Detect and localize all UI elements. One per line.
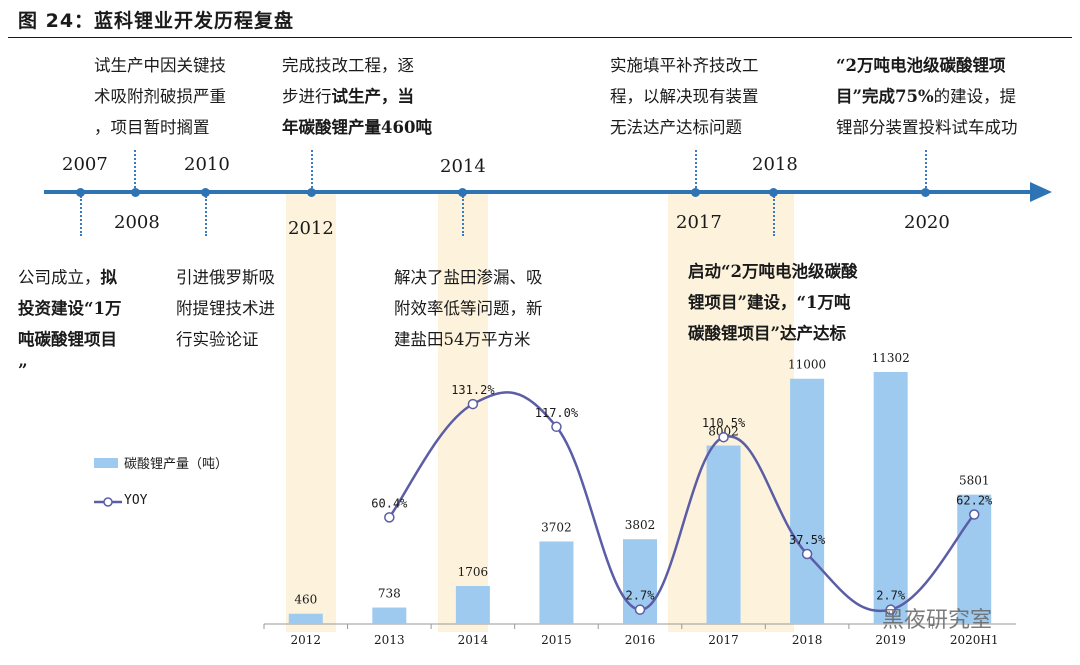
yoy-label-2019: 2.7% (876, 589, 906, 603)
bar-label-2016: 3802 (625, 518, 656, 532)
bar-label-2018: 11000 (788, 358, 826, 372)
category-label-2017: 2017 (708, 633, 739, 647)
tick-2008-up (134, 150, 136, 188)
title-rule (8, 37, 1072, 38)
timeline-dot-2017 (691, 188, 700, 197)
tick-2017-up (695, 150, 697, 188)
year-2018: 2018 (752, 154, 798, 175)
yoy-point-2017 (718, 431, 729, 443)
legend-bar-swatch (94, 458, 118, 468)
tick-2020-up (925, 150, 927, 188)
tick-2014-down (462, 196, 464, 236)
yoy-label-2018: 37.5% (789, 533, 826, 547)
timeline-dot-2012 (307, 188, 316, 197)
event-bottom-2014: 解决了盐田渗漏、吸 附效率低等问题，新 建盐田54万平方米 (394, 268, 543, 349)
year-2008: 2008 (114, 212, 160, 233)
event-top-2017: 实施填平补齐技改工 程，以解决现有装置 无法达产达标问题 (610, 56, 759, 137)
timeline-dot-2020 (921, 188, 930, 197)
yoy-point-2020H1 (968, 509, 980, 520)
category-label-2013: 2013 (374, 633, 405, 647)
highlight-2012 (286, 192, 336, 632)
timeline-dot-2010 (201, 188, 210, 197)
yoy-point-2016 (634, 604, 646, 615)
year-2020: 2020 (904, 212, 950, 233)
yoy-label-2015: 117.0% (535, 406, 579, 420)
timeline-dot-2008 (131, 188, 140, 197)
yoy-point-2019 (885, 604, 896, 615)
legend-line-swatch (94, 497, 122, 507)
event-bottom-2017: 启动“2万吨电池级碳酸 锂项目”建设，“1万吨 碳酸锂项目”达产达标 (688, 262, 858, 343)
event-top-2020: “2万吨电池级碳酸锂项 目”完成75%的建设，提 锂部分装置投料试车成功 (836, 56, 1018, 137)
yoy-label-2014: 131.2% (451, 383, 495, 397)
yoy-point-2014 (467, 398, 479, 410)
yoy-label-2016: 2.7% (626, 589, 656, 603)
timeline-dot-2007 (76, 188, 85, 197)
bar-label-2020H1: 5801 (959, 474, 990, 488)
watermark: 黑夜研究室 (882, 608, 993, 633)
timeline-axis (44, 190, 1036, 194)
bar-label-2013: 738 (378, 587, 401, 601)
event-bottom-2007: 公司成立，拟 投资建设“1万 吨碳酸锂项目 ” (18, 268, 122, 380)
yoy-point-2018 (801, 548, 813, 560)
bar-2017 (706, 445, 741, 624)
bar-label-2012: 460 (294, 593, 317, 607)
bar-2019 (873, 372, 908, 624)
yoy-point-2015 (551, 421, 562, 433)
event-top-2008: 试生产中因关键技 术吸附剂破损严重 ，项目暂时搁置 (94, 56, 226, 137)
year-2017: 2017 (676, 212, 722, 233)
event-top-2012: 完成技改工程，逐 步进行试生产，当 年碳酸锂产量460吨 (282, 56, 432, 137)
timeline-dot-2014 (458, 188, 467, 197)
legend-bar-label: 碳酸锂产量（吨） (124, 457, 229, 472)
figure-title: 图 24：蓝科锂业开发历程复盘 (18, 10, 295, 32)
tick-2007-down (80, 196, 82, 236)
bar-label-2017: 8002 (708, 425, 739, 439)
bar-2015 (539, 541, 574, 624)
legend-line-label: YOY (124, 493, 148, 508)
bar-2012 (288, 613, 323, 624)
timeline-arrow-head (1030, 182, 1052, 202)
bar-label-2014: 1706 (458, 565, 489, 579)
tick-2010-down (205, 196, 207, 236)
tick-2018-down (773, 196, 775, 236)
bar-2014 (455, 585, 490, 624)
tick-2012-up (311, 150, 313, 188)
yoy-label-2020H1: 62.2% (956, 493, 993, 507)
bar-label-2015: 3702 (541, 520, 572, 534)
category-label-2015: 2015 (541, 633, 572, 647)
category-label-2016: 2016 (625, 633, 656, 647)
yoy-point-2013 (384, 512, 395, 523)
category-label-2020H1: 2020H1 (950, 633, 999, 647)
category-label-2018: 2018 (792, 633, 823, 647)
category-label-2014: 2014 (458, 633, 489, 647)
yoy-label-2013: 60.4% (371, 496, 408, 510)
category-label-2012: 2012 (291, 633, 322, 647)
yoy-label-2017: 110.5% (702, 416, 746, 430)
yoy-line (388, 391, 976, 613)
timeline-dot-2018 (769, 188, 778, 197)
year-2014: 2014 (440, 156, 486, 177)
bar-2018 (790, 378, 825, 624)
year-2007: 2007 (62, 154, 108, 175)
year-2010: 2010 (184, 154, 230, 175)
category-label-2019: 2019 (875, 633, 906, 647)
bar-label-2019: 11302 (872, 351, 910, 365)
year-2012: 2012 (288, 218, 334, 239)
bar-2013 (372, 607, 407, 624)
event-bottom-2010: 引进俄罗斯吸 附提锂技术进 行实验论证 (176, 268, 275, 349)
